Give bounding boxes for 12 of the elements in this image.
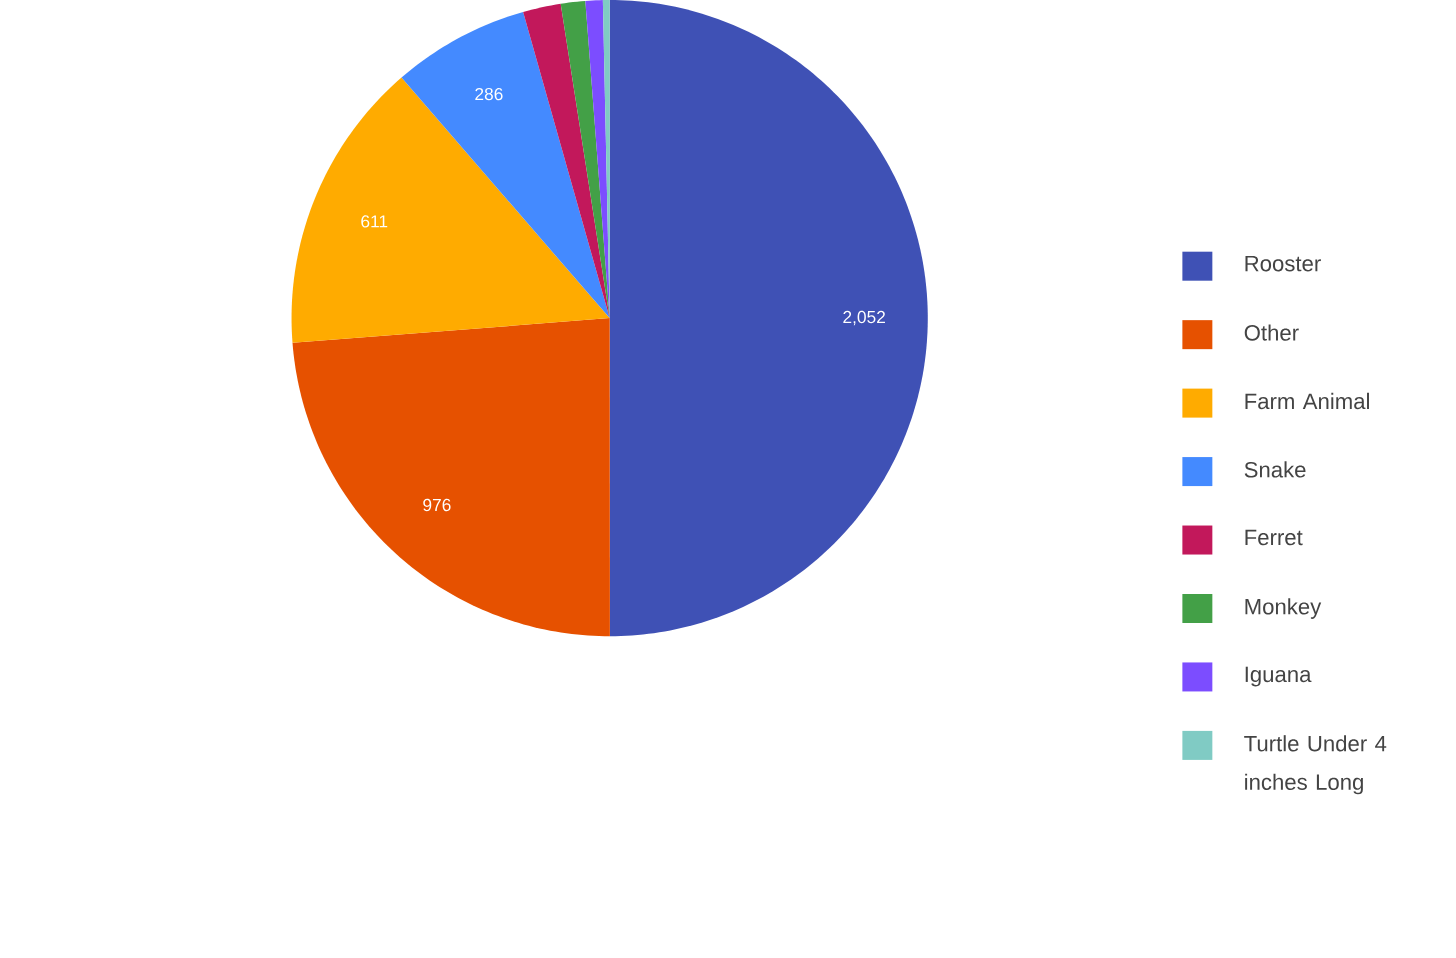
data-label: 611 (361, 215, 388, 228)
legend-label: Other (1244, 324, 1299, 341)
data-label: 976 (423, 499, 451, 512)
legend-label: Turtle Under 4 inches Long (1244, 735, 1387, 795)
legend-label: Ferret (1245, 530, 1303, 546)
data-label: 2,052 (843, 311, 885, 326)
legend-label: Farm Animal (1245, 393, 1369, 410)
legend-label: Monkey (1245, 598, 1322, 620)
data-label: 286 (475, 88, 503, 101)
legend-label: Iguana (1245, 666, 1312, 687)
legend-label: Rooster (1245, 256, 1321, 272)
legend-label: Snake (1244, 461, 1306, 478)
